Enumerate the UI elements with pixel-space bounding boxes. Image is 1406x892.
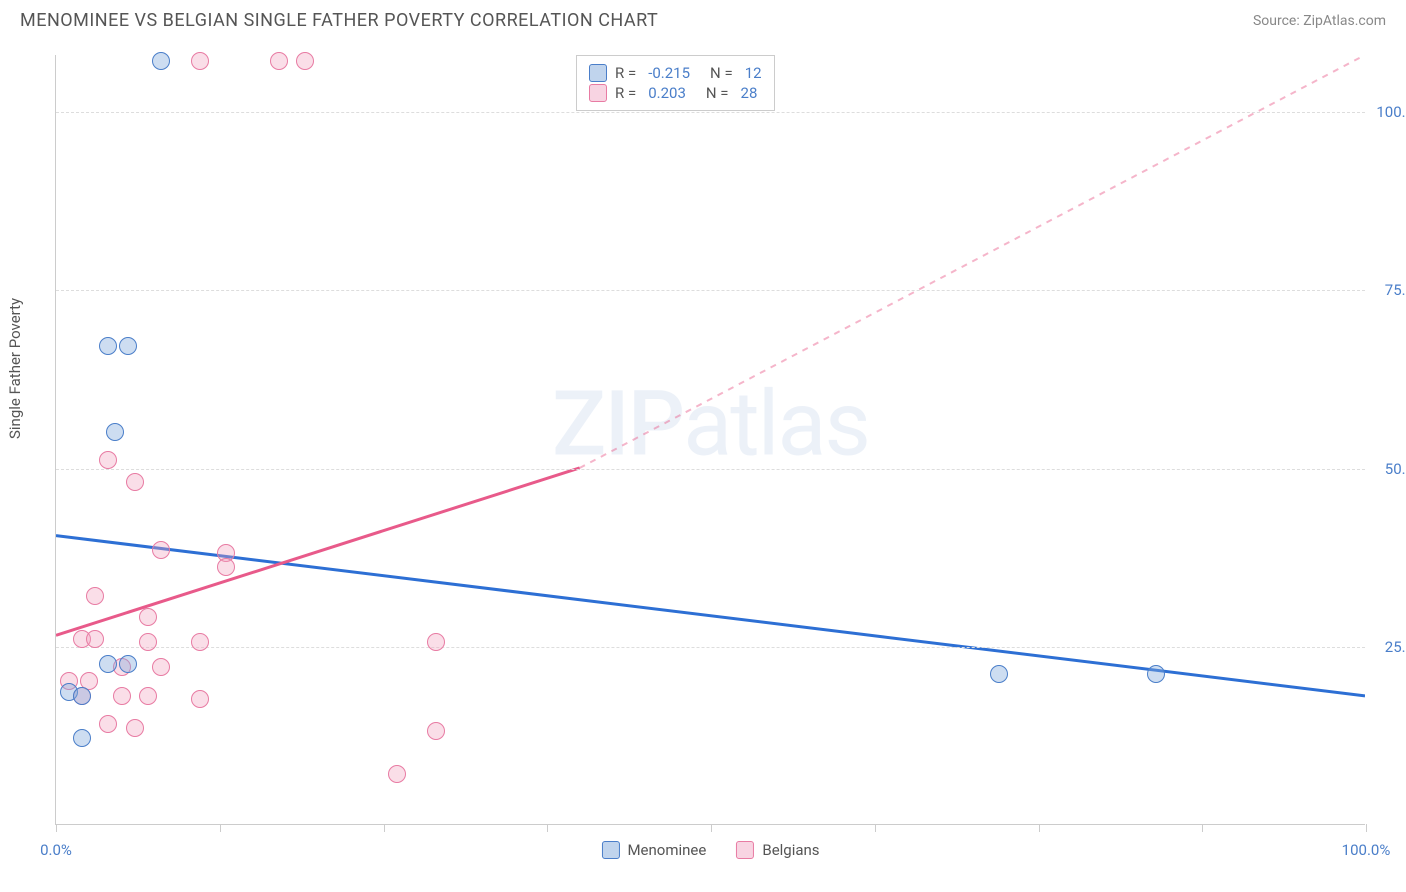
legend-r-label: R = xyxy=(615,64,636,82)
belgians-point xyxy=(139,608,157,626)
x-tick xyxy=(547,824,548,832)
menominee-point xyxy=(99,337,117,355)
x-tick xyxy=(875,824,876,832)
belgians-point xyxy=(427,633,445,651)
legend-r-label: R = xyxy=(615,84,636,102)
menominee-trend-line xyxy=(56,536,1365,696)
y-tick-label: 75.0% xyxy=(1385,281,1406,299)
legend-r-value: 0.203 xyxy=(648,84,686,102)
x-tick xyxy=(220,824,221,832)
grid-line xyxy=(56,647,1365,648)
belgians-point xyxy=(99,451,117,469)
belgians-point xyxy=(139,633,157,651)
legend-n-label: N = xyxy=(706,84,729,102)
x-tick xyxy=(56,824,57,832)
menominee-point xyxy=(73,729,91,747)
series-legend-item: Belgians xyxy=(736,841,819,859)
menominee-point xyxy=(990,665,1008,683)
belgians-point xyxy=(113,687,131,705)
belgians-trend-dash xyxy=(580,55,1365,468)
x-tick xyxy=(711,824,712,832)
menominee-point xyxy=(119,655,137,673)
chart-title: MENOMINEE VS BELGIAN SINGLE FATHER POVER… xyxy=(20,10,658,31)
menominee-point xyxy=(73,687,91,705)
belgians-point xyxy=(270,52,288,70)
grid-line xyxy=(56,112,1365,113)
belgians-point xyxy=(217,558,235,576)
belgians-point xyxy=(139,687,157,705)
x-tick-label: 0.0% xyxy=(40,841,72,859)
menominee-point xyxy=(99,655,117,673)
watermark-zip: ZIP xyxy=(552,372,683,477)
belgians-point xyxy=(296,52,314,70)
y-tick-label: 50.0% xyxy=(1385,460,1406,478)
x-tick-label: 100.0% xyxy=(1342,841,1391,859)
chart-header: MENOMINEE VS BELGIAN SINGLE FATHER POVER… xyxy=(0,0,1406,36)
belgians-point xyxy=(86,587,104,605)
legend-n-value: 28 xyxy=(741,84,758,102)
x-tick xyxy=(1366,824,1367,832)
belgians-point xyxy=(191,633,209,651)
legend-swatch xyxy=(589,64,607,82)
legend-row: R = 0.203 N = 28 xyxy=(589,84,762,102)
belgians-point xyxy=(388,765,406,783)
belgians-point xyxy=(152,541,170,559)
series-legend: Menominee Belgians xyxy=(601,841,819,859)
belgians-trend-solid xyxy=(56,468,580,635)
source-attribution: Source: ZipAtlas.com xyxy=(1253,13,1386,29)
belgians-point xyxy=(191,690,209,708)
x-tick xyxy=(1039,824,1040,832)
legend-swatch xyxy=(736,841,754,859)
legend-n-label: N = xyxy=(710,64,733,82)
legend-r-value: -0.215 xyxy=(648,64,690,82)
series-legend-item: Menominee xyxy=(601,841,706,859)
menominee-point xyxy=(152,52,170,70)
x-tick xyxy=(384,824,385,832)
belgians-point xyxy=(191,52,209,70)
chart-plot-area: ZIPatlas R =-0.215N =12R =0.203N =28 Men… xyxy=(55,55,1365,825)
stats-legend: R = -0.215 N = 12 R = 0.203 N = 28 xyxy=(576,55,775,111)
series-legend-label: Menominee xyxy=(627,841,706,859)
belgians-point xyxy=(152,658,170,676)
legend-n-value: 12 xyxy=(745,64,762,82)
belgians-point xyxy=(86,630,104,648)
legend-row: R = -0.215 N = 12 xyxy=(589,64,762,82)
menominee-point xyxy=(1147,665,1165,683)
legend-swatch xyxy=(601,841,619,859)
watermark: ZIPatlas xyxy=(552,372,869,477)
y-tick-label: 25.0% xyxy=(1385,638,1406,656)
y-tick-label: 100.0% xyxy=(1376,103,1406,121)
belgians-point xyxy=(427,722,445,740)
trend-lines-layer xyxy=(56,55,1365,824)
menominee-point xyxy=(106,423,124,441)
y-axis-label: Single Father Poverty xyxy=(6,298,24,439)
belgians-point xyxy=(99,715,117,733)
legend-swatch xyxy=(589,84,607,102)
grid-line xyxy=(56,469,1365,470)
belgians-point xyxy=(126,473,144,491)
series-legend-label: Belgians xyxy=(762,841,819,859)
grid-line xyxy=(56,290,1365,291)
x-tick xyxy=(1202,824,1203,832)
watermark-atlas: atlas xyxy=(683,372,869,477)
belgians-point xyxy=(126,719,144,737)
menominee-point xyxy=(119,337,137,355)
